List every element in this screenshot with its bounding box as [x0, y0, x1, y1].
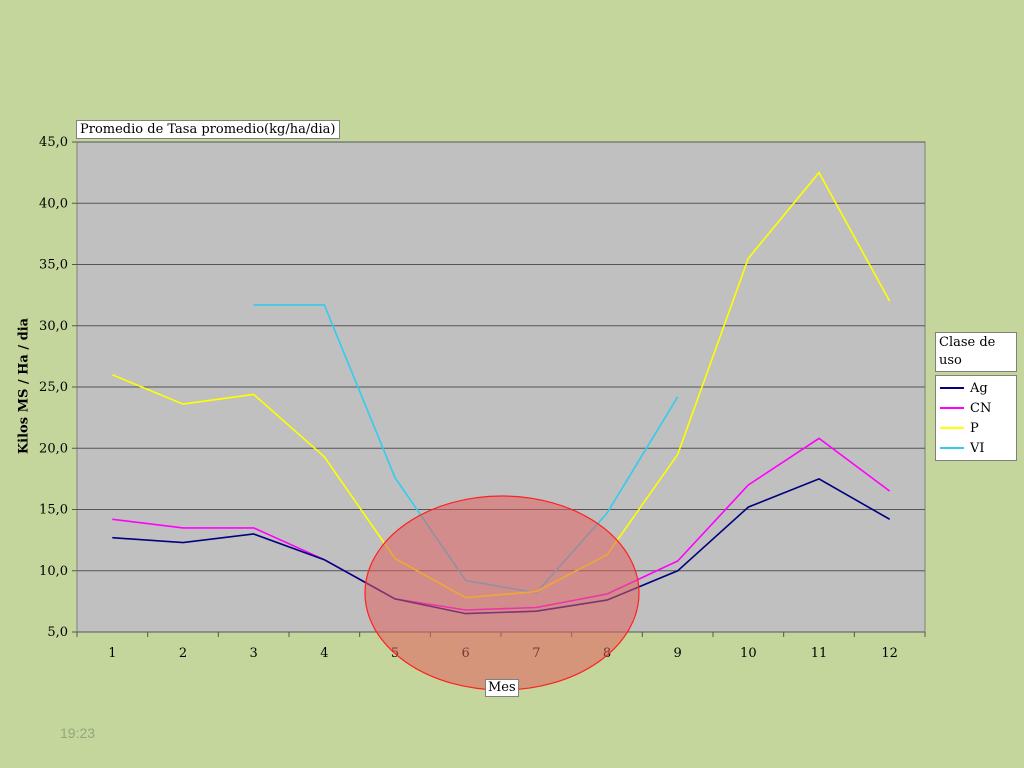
y-tick-label: 15,0	[39, 503, 68, 518]
y-tick-label: 25,0	[39, 380, 68, 395]
slide-timestamp: 19:23	[60, 725, 96, 741]
x-tick-label: 3	[250, 646, 258, 661]
y-tick-label: 10,0	[39, 564, 68, 579]
legend-item-vi: VI	[936, 438, 1016, 458]
x-tick-label: 9	[674, 646, 682, 661]
y-tick-label: 5,0	[47, 625, 68, 640]
legend-swatch-vi	[940, 447, 964, 449]
plot-area: 5,010,015,020,025,030,035,040,045,012345…	[39, 135, 926, 691]
legend-item-p: P	[936, 418, 1016, 438]
legend-item-cn: CN	[936, 398, 1016, 418]
x-tick-label: 11	[811, 646, 828, 661]
highlight-ellipse	[364, 495, 640, 691]
legend-label-cn: CN	[970, 400, 992, 416]
legend: Clase de uso Ag CN P VI	[935, 332, 1017, 461]
x-tick-label: 4	[320, 646, 328, 661]
y-tick-label: 45,0	[39, 135, 68, 150]
y-tick-label: 35,0	[39, 258, 68, 273]
x-tick-label: 10	[740, 646, 757, 661]
legend-item-ag: Ag	[936, 378, 1016, 398]
y-tick-label: 20,0	[39, 441, 68, 456]
y-axis-label: Kilos MS / Ha / dia	[16, 317, 32, 455]
x-tick-label: 1	[108, 646, 116, 661]
legend-swatch-ag	[940, 387, 964, 389]
legend-title[interactable]: Clase de uso	[935, 332, 1017, 372]
legend-swatch-cn	[940, 407, 964, 409]
x-tick-label: 2	[179, 646, 187, 661]
legend-label-ag: Ag	[970, 380, 988, 396]
legend-label-p: P	[970, 420, 979, 436]
chart-title[interactable]: Promedio de Tasa promedio(kg/ha/dia)	[76, 120, 340, 139]
legend-label-vi: VI	[970, 440, 985, 456]
x-axis-label[interactable]: Mes	[485, 679, 519, 697]
legend-swatch-p	[940, 427, 964, 429]
y-tick-label: 40,0	[39, 196, 68, 211]
y-tick-label: 30,0	[39, 319, 68, 334]
legend-box: Ag CN P VI	[935, 375, 1017, 461]
x-tick-label: 12	[881, 646, 898, 661]
